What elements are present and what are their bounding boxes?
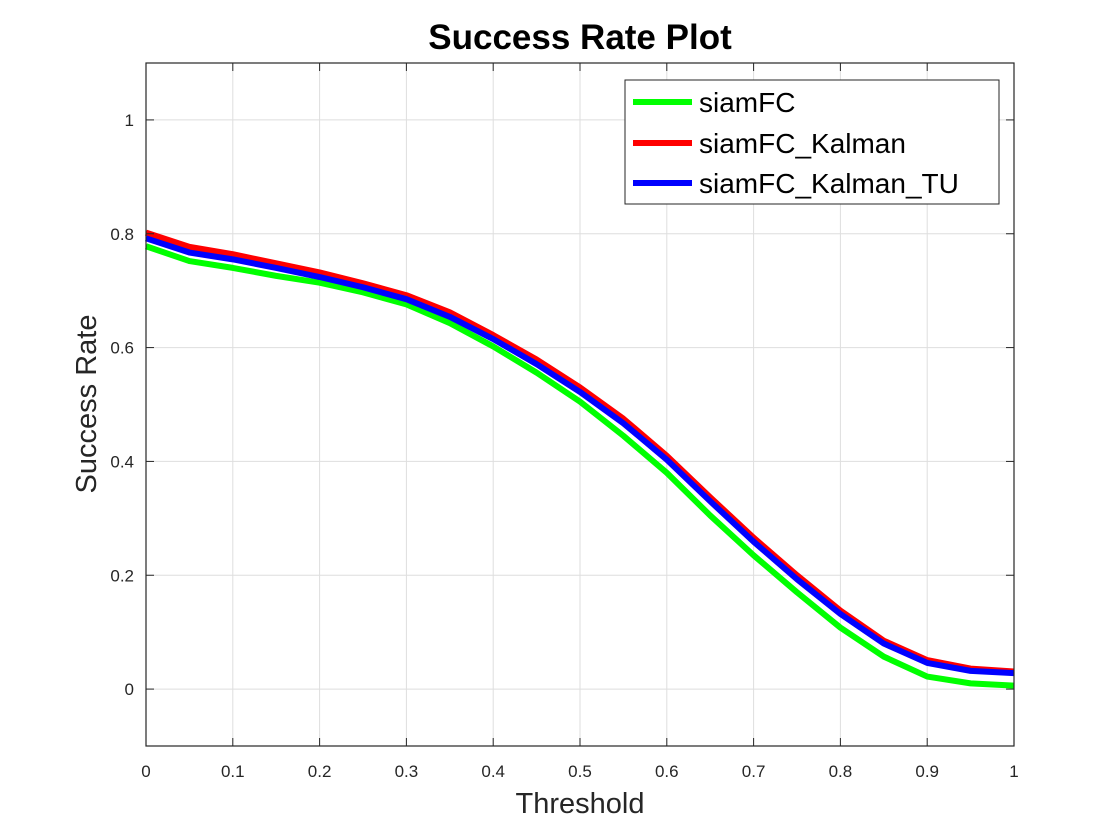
x-tick-label: 0.9 xyxy=(915,762,939,781)
x-tick-label: 0 xyxy=(141,762,150,781)
y-tick-label: 0.4 xyxy=(110,452,134,471)
x-tick-label: 0.1 xyxy=(221,762,245,781)
x-tick-label: 0.8 xyxy=(829,762,853,781)
x-tick-label: 0.5 xyxy=(568,762,592,781)
chart-title: Success Rate Plot xyxy=(428,18,732,57)
series-line-siamfc-kalman-tu xyxy=(145,235,1015,677)
y-tick-label: 0.6 xyxy=(110,339,134,358)
x-tick-labels: 0 0.1 0.2 0.3 0.4 0.5 0.6 0.7 0.8 0.9 1 xyxy=(141,762,1018,781)
x-tick-label: 0.6 xyxy=(655,762,679,781)
series-lines xyxy=(145,229,1015,689)
x-tick-label: 0.2 xyxy=(308,762,332,781)
y-tick-marks xyxy=(146,119,1014,690)
y-tick-label: 0 xyxy=(125,680,134,699)
y-axis-label: Success Rate xyxy=(71,315,103,494)
x-axis-label: Threshold xyxy=(516,788,645,820)
x-tick-label: 1 xyxy=(1009,762,1018,781)
y-tick-labels: 0 0.2 0.4 0.6 0.8 1 xyxy=(110,111,134,699)
legend: siamFC siamFC_Kalman siamFC_Kalman_TU xyxy=(624,79,1000,205)
x-tick-label: 0.3 xyxy=(395,762,419,781)
x-tick-marks xyxy=(145,63,1015,746)
legend-label-siamfc: siamFC xyxy=(699,87,795,118)
series-line-siamfc xyxy=(145,243,1015,689)
x-tick-label: 0.7 xyxy=(742,762,766,781)
y-tick-label: 0.2 xyxy=(110,566,134,585)
legend-label-siamfc-kalman-tu: siamFC_Kalman_TU xyxy=(699,168,959,199)
x-tick-label: 0.4 xyxy=(481,762,505,781)
legend-label-siamfc-kalman: siamFC_Kalman xyxy=(699,128,906,159)
y-tick-label: 1 xyxy=(125,111,134,130)
y-tick-label: 0.8 xyxy=(110,225,134,244)
